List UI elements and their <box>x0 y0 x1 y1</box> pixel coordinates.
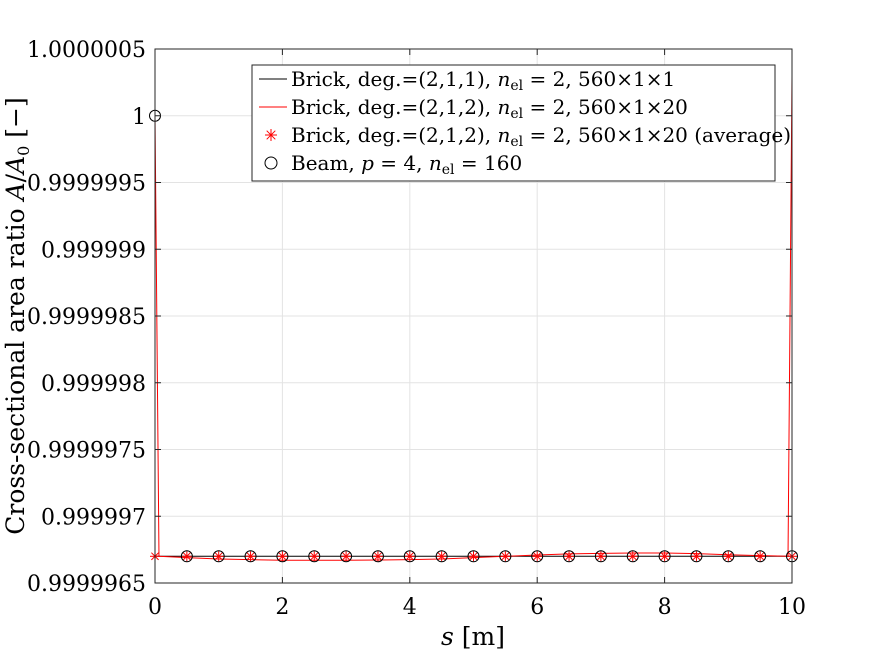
circle-marker <box>754 550 767 563</box>
circle-marker <box>722 550 735 563</box>
x-tick-label: 6 <box>530 595 544 620</box>
circle-marker <box>308 550 321 563</box>
asterisk-marker <box>436 551 447 562</box>
asterisk-marker <box>755 551 766 562</box>
legend-swatch-circle <box>264 156 278 170</box>
circle-marker <box>244 550 257 563</box>
circle-marker <box>467 550 480 563</box>
asterisk-marker <box>372 551 383 562</box>
asterisk-marker <box>245 551 256 562</box>
y-tick-label: 1 <box>132 105 146 130</box>
asterisk-marker <box>500 551 511 562</box>
x-tick-label: 10 <box>778 595 806 620</box>
y-tick-label: 1.0000005 <box>27 38 146 63</box>
asterisk-marker <box>532 551 543 562</box>
asterisk-marker <box>277 551 288 562</box>
asterisk-marker <box>468 551 479 562</box>
circle-marker <box>435 550 448 563</box>
circle-marker <box>276 550 289 563</box>
asterisk-marker <box>691 551 702 562</box>
legend-entry-beam: Beam, p = 4, nel = 160 <box>264 151 522 178</box>
x-tick-label: 4 <box>403 595 417 620</box>
asterisk-marker <box>341 551 352 562</box>
circle-marker <box>626 550 639 563</box>
x-tick-label: 0 <box>148 595 162 620</box>
asterisk-marker <box>404 551 415 562</box>
legend-entry-brick-211: Brick, deg.=(2,1,1), nel = 2, 560×1×1 <box>259 67 675 94</box>
circle-marker <box>403 550 416 563</box>
y-tick-label: 0.999997 <box>41 505 146 530</box>
x-tick-label: 2 <box>275 595 289 620</box>
legend-entry-brick-212: Brick, deg.=(2,1,2), nel = 2, 560×1×20 <box>259 95 688 122</box>
legend-swatch-asterisk <box>265 129 277 141</box>
tick-labels: 0 2 4 6 8 10 0.9999965 0.999997 0.9999975 0.99999… <box>27 38 806 620</box>
circle-marker <box>371 550 384 563</box>
asterisk-marker <box>723 551 734 562</box>
asterisk-marker <box>309 551 320 562</box>
y-tick-label: 0.999998 <box>41 372 146 397</box>
asterisk-marker <box>213 551 224 562</box>
y-tick-label: 0.999999 <box>41 238 146 263</box>
circle-marker <box>563 550 576 563</box>
circle-marker <box>340 550 353 563</box>
circle-marker <box>180 550 193 563</box>
legend-label-brick-212: Brick, deg.=(2,1,2), nel = 2, 560×1×20 <box>291 95 688 122</box>
ticks <box>154 48 793 584</box>
legend-label-brick-211: Brick, deg.=(2,1,1), nel = 2, 560×1×1 <box>291 67 675 94</box>
circle-marker <box>658 550 671 563</box>
y-tick-label: 0.9999985 <box>27 305 146 330</box>
asterisk-marker <box>659 551 670 562</box>
asterisk-marker <box>181 551 192 562</box>
y-axis-label: Cross-sectional area ratio A/A0 [−] <box>1 97 33 534</box>
legend: Brick, deg.=(2,1,1), nel = 2, 560×1×1 Br… <box>251 64 791 182</box>
legend-box <box>251 64 776 182</box>
y-tick-label: 0.9999975 <box>27 439 146 464</box>
asterisk-marker <box>627 551 638 562</box>
circle-marker <box>690 550 703 563</box>
asterisk-marker <box>564 551 575 562</box>
legend-entry-brick-212-average: Brick, deg.=(2,1,2), nel = 2, 560×1×20 (… <box>265 123 791 150</box>
x-tick-label: 8 <box>658 595 672 620</box>
y-tick-label: 0.9999995 <box>27 172 146 197</box>
circle-marker <box>212 550 225 563</box>
circle-marker <box>499 550 512 563</box>
circle-marker <box>594 550 607 563</box>
y-tick-label: 0.9999965 <box>27 572 146 597</box>
circle-marker <box>531 550 544 563</box>
series-group <box>149 75 798 563</box>
x-axis-label: s [m] <box>441 622 505 651</box>
legend-label-beam: Beam, p = 4, nel = 160 <box>291 151 522 178</box>
legend-label-brick-212-average: Brick, deg.=(2,1,2), nel = 2, 560×1×20 (… <box>291 123 791 150</box>
asterisk-marker <box>595 551 606 562</box>
